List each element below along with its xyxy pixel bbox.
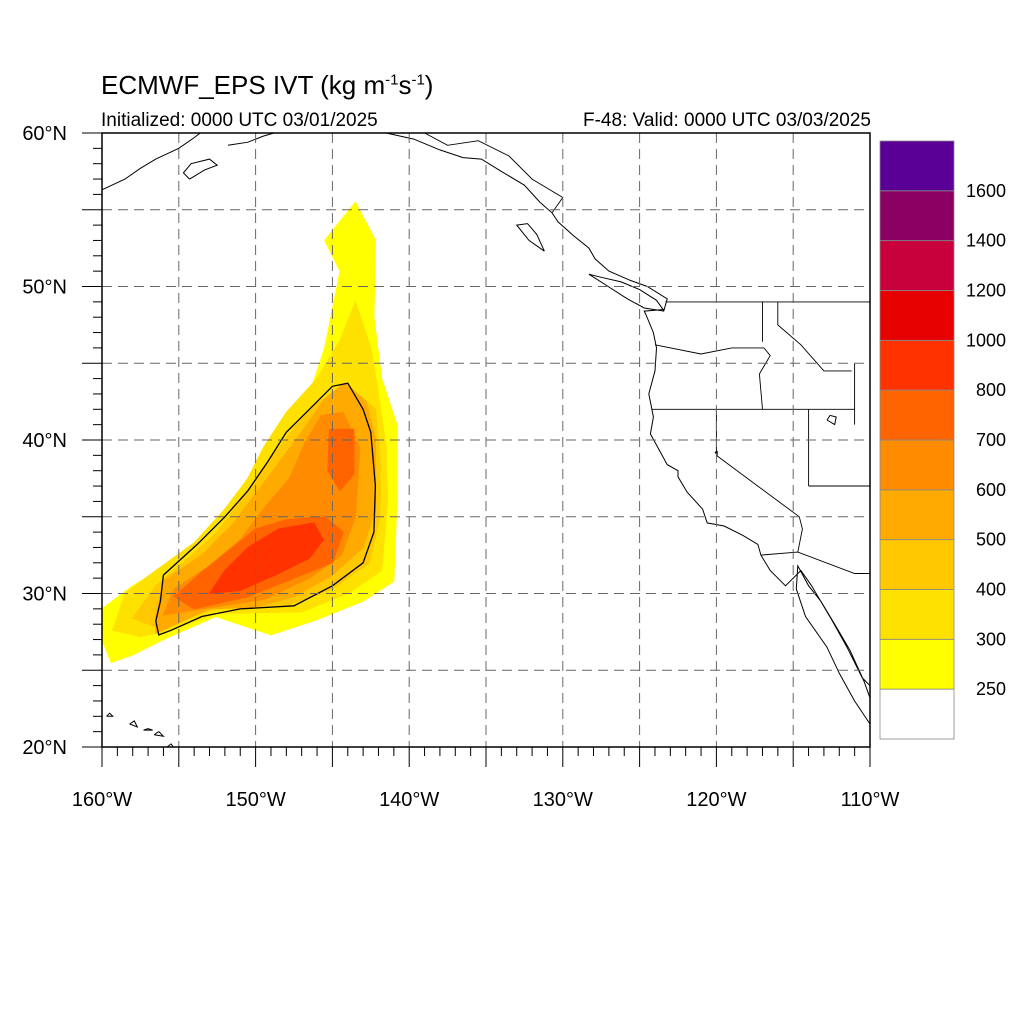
y-axis-labels: 60°N 50°N 40°N 30°N 20°N [22,123,67,759]
colorbar-label: 250 [976,679,1006,699]
y-tick-label: 40°N [22,430,67,452]
colorbar-swatch [879,489,955,540]
contour-500 [155,382,377,636]
coast-vancouver-island [588,273,665,312]
x-tick-label: 140°W [379,789,439,811]
coastlines [102,133,870,747]
ivt-band-800 [208,522,324,595]
colorbar-swatch [879,140,955,192]
graticule [102,133,870,747]
colorbar-label: 300 [976,629,1006,649]
coast-kauai [106,712,115,717]
border-ca-nv [715,409,800,518]
ivt-band-700-north [327,428,355,492]
y-tick-label: 50°N [22,277,67,299]
border-id-mt [777,301,852,372]
colorbar-label: 1200 [966,281,1006,301]
ivt-shading [102,201,398,664]
colorbar-swatch [879,190,955,242]
colorbar-swatch [879,290,955,341]
map-title: ECMWF_EPS IVT (kg m-1s-1) [101,70,434,100]
border-us-mexico-border [760,551,870,574]
x-tick-label: 110°W [841,789,900,811]
y-tick-label: 20°N [22,737,67,759]
coast-molokai [143,728,153,731]
x-tick-label: 160°W [72,789,132,811]
colorbar-swatch [879,638,955,690]
coast-oahu [129,720,139,728]
coast-maui [153,730,165,738]
init-time-label: Initialized: 0000 UTC 03/01/2025 [101,110,378,131]
coast-na-west-coast [386,133,870,725]
colorbar-label: 1000 [966,330,1006,350]
colorbar-swatch [879,539,955,590]
colorbar-label: 1400 [966,231,1006,251]
coast-kenai [227,133,275,146]
valid-time-label: F-48: Valid: 0000 UTC 03/03/2025 [583,110,871,131]
x-axis-labels: 160°W 150°W 140°W 130°W 120°W 110°W [72,789,900,811]
colorbar-swatch [879,589,955,640]
ivt-contour [155,382,377,636]
colorbar-swatch [879,389,955,441]
colorbar-swatch [879,339,955,391]
x-tick-label: 130°W [533,789,593,811]
coast-haida-gwaii [515,223,545,252]
colorbar-label: 1600 [966,181,1006,201]
y-tick-label: 60°N [22,123,67,145]
colorbar-label: 400 [976,580,1006,600]
coast-alaska-peninsula [102,133,201,191]
border-ca-az [797,516,803,553]
coast-kodiak [182,158,219,180]
y-tick-label: 30°N [22,584,67,606]
colorbar-label: 500 [976,530,1006,550]
axis-ticks [82,132,871,767]
x-tick-label: 150°W [225,789,285,811]
coast-great-salt-lake [826,414,837,426]
colorbar-swatch [879,240,955,291]
colorbar-label: 600 [976,480,1006,500]
colorbar-swatch [879,688,955,740]
border-or-id [758,347,771,410]
border-wa-or [654,344,764,355]
x-tick-label: 120°W [686,789,746,811]
colorbar-label: 700 [976,430,1006,450]
colorbar-swatch [879,439,955,491]
colorbar-label: 800 [976,380,1006,400]
border-canada-alaska-border [424,133,564,214]
colorbar: 250 300 400 500 600 700 800 1000 1200 1400 1600 [879,140,1006,740]
coast-hawaii-big-island [166,743,174,747]
